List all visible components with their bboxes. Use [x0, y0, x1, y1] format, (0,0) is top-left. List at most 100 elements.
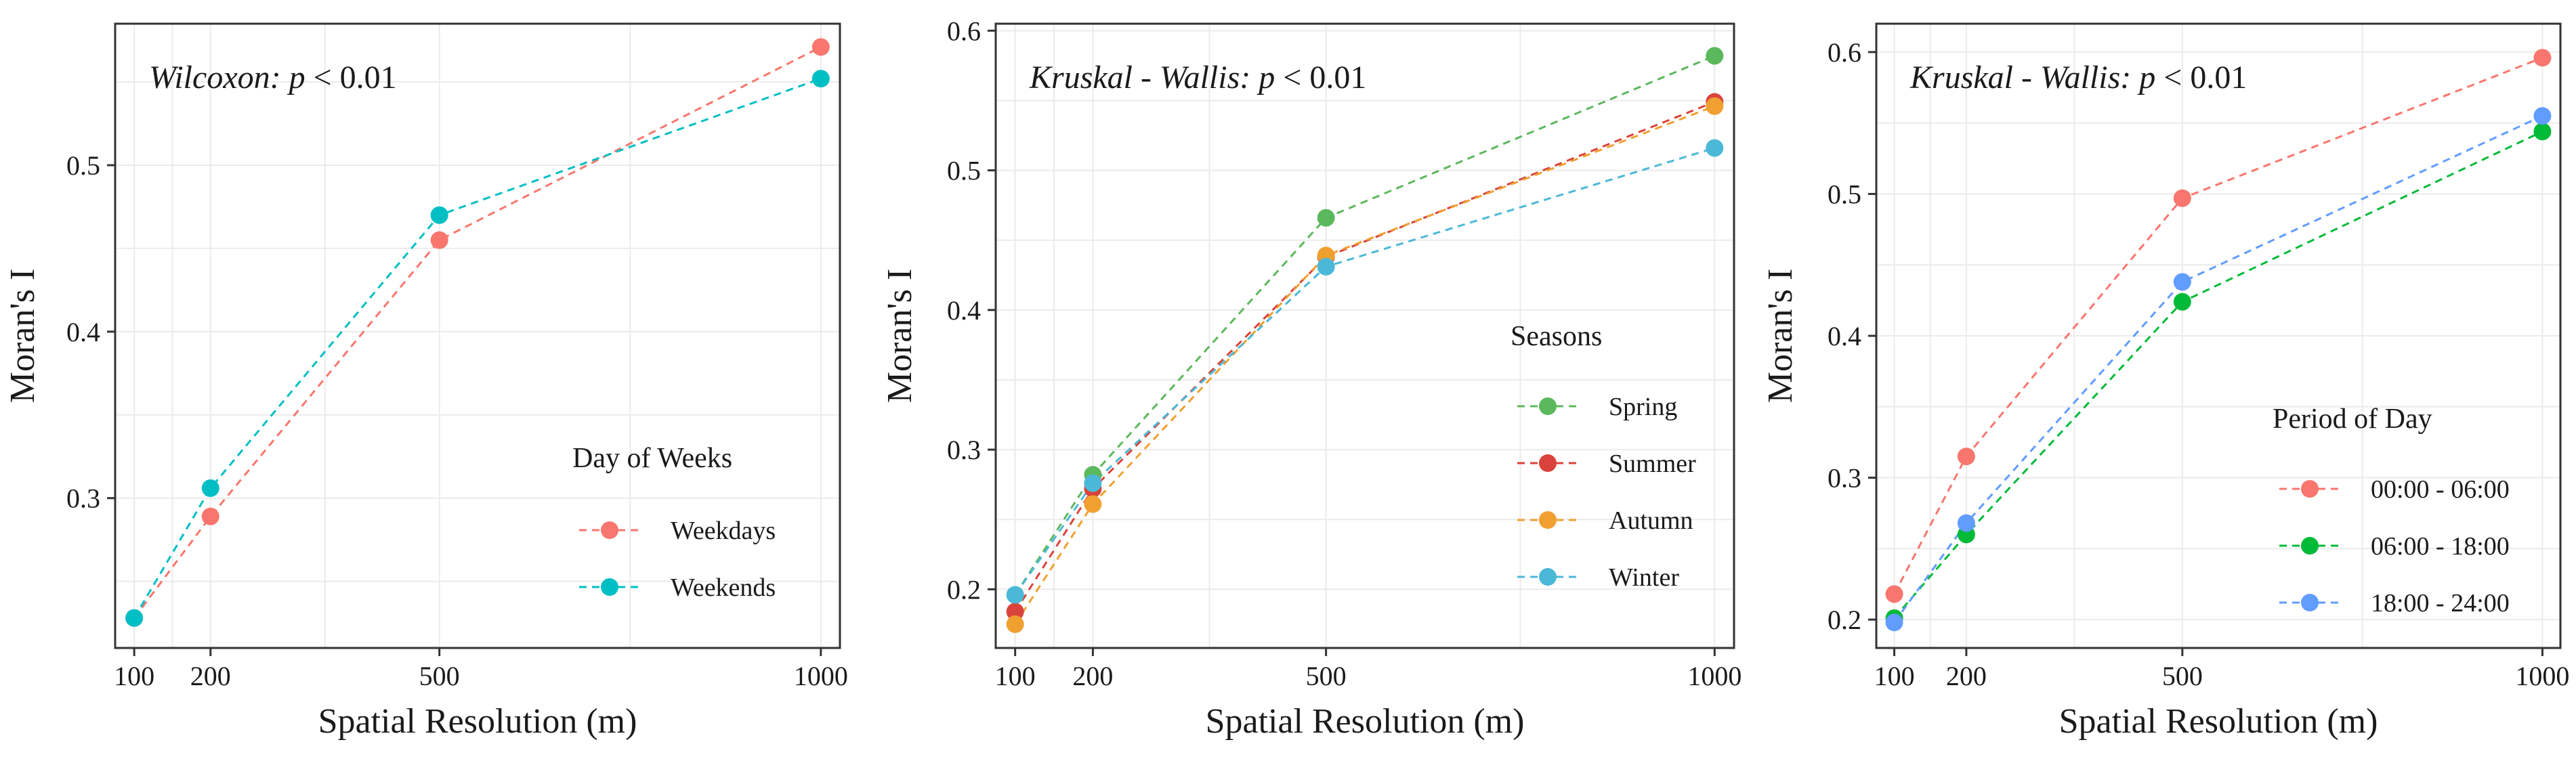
- series-line-autumn: [1014, 105, 1715, 625]
- legend: Seasons Spring Summer Autumn Winter: [1511, 321, 1696, 592]
- data-point-weekends: [125, 609, 144, 627]
- x-tick-label: 100: [995, 661, 1036, 691]
- data-point-weekends: [430, 206, 448, 224]
- y-tick-label: 0.4: [1828, 321, 1861, 351]
- data-point-autumn: [1706, 97, 1724, 115]
- x-axis-title: Spatial Resolution (m): [1206, 702, 1525, 741]
- legend-title: Day of Weeks: [572, 443, 732, 474]
- gridlines: [996, 24, 1734, 648]
- legend-label: 00:00 - 06:00: [2371, 475, 2510, 504]
- data-point-00-00-06-00: [2173, 189, 2191, 207]
- y-tick-label: 0.2: [947, 574, 981, 605]
- chart-panel-period-of-day: 100 200 500 1000 0.2 0.3 0.4 0.5 0.6 Spatial Reso…: [1761, 22, 2569, 741]
- stat-annotation: Kruskal - Wallis: p < 0.01: [1909, 60, 2247, 95]
- data-point-18-00-24-00: [2173, 273, 2191, 291]
- legend-item-18-00-24-00: 18:00 - 24:00: [2279, 589, 2510, 617]
- data-point-weekdays: [811, 38, 830, 56]
- y-axis-title: Moran's I: [3, 269, 42, 404]
- data-point-weekdays: [201, 507, 219, 525]
- stat-annotation: Wilcoxon: p < 0.01: [149, 60, 397, 95]
- legend-item-weekends: Weekends: [579, 573, 776, 602]
- legend-item-autumn: Autumn: [1517, 506, 1693, 535]
- chart-panel-seasons: 100 200 500 1000 0.2 0.3 0.4 0.5 0.6 Spatial Reso…: [881, 16, 1741, 741]
- data-point-winter: [1317, 257, 1335, 276]
- y-tick-label: 0.3: [947, 435, 981, 465]
- y-tick-label: 0.4: [947, 295, 981, 326]
- legend-item-winter: Winter: [1517, 563, 1679, 592]
- data-point-weekdays: [430, 231, 448, 249]
- series-line-00-00-06-00: [1893, 56, 2543, 595]
- legend-swatch-point: [1539, 568, 1557, 586]
- legend-label: Weekdays: [671, 517, 776, 545]
- data-point-00-00-06-00: [2533, 49, 2552, 67]
- stat-annotation: Kruskal - Wallis: p < 0.01: [1029, 60, 1366, 95]
- x-tick-label: 100: [114, 661, 154, 691]
- y-tick-label: 0.6: [947, 16, 981, 46]
- x-tick-label: 1000: [1687, 661, 1741, 691]
- y-tick-label: 0.4: [66, 317, 100, 347]
- data-point-winter: [1006, 586, 1024, 604]
- legend-label: Summer: [1609, 450, 1696, 478]
- series-line-spring: [1014, 55, 1715, 596]
- x-tick-label: 500: [419, 661, 460, 691]
- legend-label: Autumn: [1609, 506, 1693, 535]
- legend-item-06-00-18-00: 06:00 - 18:00: [2279, 532, 2510, 561]
- panel-border: [994, 22, 1735, 649]
- data-point-18-00-24-00: [2533, 107, 2552, 125]
- legend: Day of Weeks Weekdays Weekends: [572, 443, 776, 602]
- data-point-spring: [1317, 209, 1335, 227]
- data-point-18-00-24-00: [1885, 613, 1903, 632]
- y-axis-title: Moran's I: [881, 269, 919, 404]
- legend-label: Weekends: [671, 573, 776, 602]
- legend-title: Period of Day: [2273, 404, 2432, 435]
- x-tick-label: 100: [1874, 661, 1915, 691]
- x-tick-label: 500: [2162, 661, 2203, 691]
- panel-border: [114, 22, 841, 649]
- legend-swatch-point: [601, 578, 618, 596]
- legend-label: 06:00 - 18:00: [2371, 532, 2510, 561]
- series-line-weekends: [133, 77, 822, 619]
- legend: Period of Day 00:00 - 06:00 06:00 - 18:00 1…: [2273, 404, 2510, 617]
- x-axis-title: Spatial Resolution (m): [318, 702, 637, 741]
- x-tick-label: 200: [1946, 661, 1987, 691]
- series-line-winter: [1014, 147, 1715, 596]
- legend-title: Seasons: [1511, 321, 1602, 352]
- x-tick-label: 1000: [794, 661, 848, 691]
- y-tick-label: 0.5: [66, 150, 100, 181]
- data-point-winter: [1084, 474, 1102, 492]
- y-axis-title: Moran's I: [1761, 269, 1800, 404]
- data-point-18-00-24-00: [1957, 514, 1975, 532]
- legend-item-summer: Summer: [1517, 450, 1696, 478]
- legend-swatch-point: [2301, 594, 2319, 611]
- legend-swatch-point: [2301, 480, 2319, 498]
- x-tick-label: 1000: [2515, 661, 2569, 691]
- x-tick-label: 500: [1306, 661, 1347, 691]
- series-line-06-00-18-00: [1893, 130, 2543, 619]
- x-tick-label: 200: [1072, 661, 1113, 691]
- data-point-06-00-18-00: [2533, 123, 2552, 141]
- series-line-18-00-24-00: [1893, 114, 2543, 624]
- gridlines: [115, 24, 840, 648]
- data-point-summer: [1006, 603, 1024, 621]
- legend-swatch-point: [601, 521, 618, 539]
- legend-label: Winter: [1609, 563, 1679, 592]
- data-point-winter: [1706, 139, 1724, 157]
- y-tick-label: 0.5: [947, 156, 981, 186]
- y-tick-label: 0.5: [1828, 179, 1861, 209]
- data-point-spring: [1706, 47, 1724, 65]
- legend-swatch-point: [1539, 511, 1557, 529]
- legend-item-spring: Spring: [1517, 393, 1677, 421]
- chart-panel-day-of-weeks: 100 200 500 1000 0.3 0.4 0.5 Spatial Resolution…: [3, 22, 848, 741]
- data-point-06-00-18-00: [2173, 292, 2191, 311]
- legend-swatch-point: [2301, 537, 2319, 555]
- data-point-00-00-06-00: [1957, 448, 1975, 466]
- legend-swatch-point: [1539, 397, 1557, 415]
- data-point-autumn: [1006, 615, 1024, 633]
- series-line-summer: [1014, 101, 1715, 613]
- legend-label: Spring: [1609, 393, 1677, 421]
- series-line-weekdays: [133, 46, 822, 619]
- y-tick-label: 0.3: [66, 483, 100, 514]
- y-tick-label: 0.2: [1828, 605, 1861, 635]
- legend-item-00-00-06-00: 00:00 - 06:00: [2279, 475, 2510, 504]
